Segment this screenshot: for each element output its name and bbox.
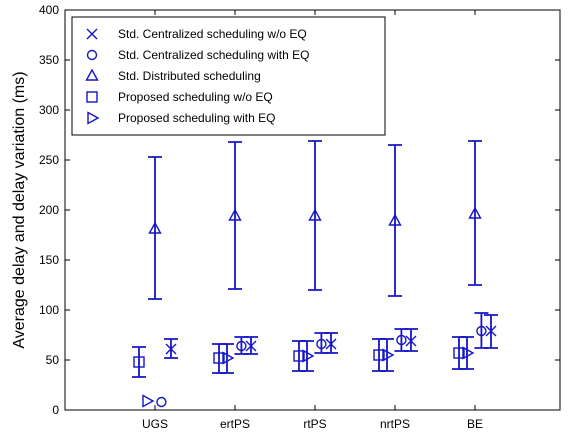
series-1: [156, 312, 489, 408]
data-point: [142, 394, 155, 408]
x-tick-label: ertPS: [220, 417, 250, 431]
error-bar: [308, 140, 322, 291]
data-point: [156, 396, 167, 408]
legend: Std. Centralized scheduling w/o EQ Std. C…: [71, 16, 386, 136]
data-point: [316, 338, 327, 350]
data-point: [325, 338, 337, 350]
error-bar: [300, 340, 314, 372]
x-tick-label: BE: [467, 417, 483, 431]
y-tick-label: 200: [39, 203, 59, 217]
x-tick-label: nrtPS: [380, 417, 410, 431]
data-point: [302, 349, 315, 363]
legend-marker: [85, 68, 99, 81]
series-4: [142, 336, 475, 408]
x-axis: UGS ertPS rtPS nrtPS BE: [142, 10, 483, 431]
y-tick-label: 150: [39, 253, 59, 267]
legend-label: Proposed scheduling with EQ: [118, 111, 275, 125]
data-point: [222, 351, 235, 365]
legend-box: [71, 16, 386, 136]
error-bar: [388, 144, 402, 297]
error-bar: [148, 156, 162, 300]
error-bar: [132, 346, 146, 378]
data-point: [373, 349, 385, 361]
series-2: [148, 140, 482, 300]
error-bar: [380, 338, 394, 372]
legend-item: Std. Distributed scheduling: [85, 68, 261, 83]
data-point: [468, 206, 482, 219]
series-0: [164, 314, 498, 359]
legend-label: Proposed scheduling w/o EQ: [118, 90, 273, 104]
error-bar: [460, 336, 474, 370]
error-bar: [220, 343, 234, 374]
legend-label: Std. Centralized scheduling with EQ: [118, 48, 309, 62]
legend-label: Std. Distributed scheduling: [118, 69, 261, 83]
legend-item: Proposed scheduling with EQ: [87, 111, 275, 125]
error-bar: [468, 140, 482, 286]
legend-marker: [86, 49, 98, 61]
data-point: [476, 325, 487, 337]
data-point: [382, 348, 395, 362]
data-point: [236, 340, 247, 352]
y-tick-label: 400: [39, 3, 59, 17]
data-point: [213, 352, 225, 364]
data-point: [245, 340, 257, 352]
legend-marker: [86, 91, 98, 103]
data-point: [388, 213, 402, 226]
data-point: [462, 346, 475, 360]
y-tick-label: 0: [52, 403, 59, 417]
error-bar: [314, 332, 329, 354]
y-tick-label: 50: [46, 353, 60, 367]
error-bar: [228, 141, 242, 290]
data-point: [165, 343, 177, 355]
y-axis-title: Average delay and delay variation (ms): [11, 71, 28, 348]
legend-label: Std. Centralized scheduling w/o EQ: [118, 27, 307, 41]
data-point: [453, 347, 465, 359]
legend-item: Std. Centralized scheduling w/o EQ: [86, 27, 307, 41]
data-point: [396, 334, 407, 346]
y-tick-label: 350: [39, 53, 59, 67]
legend-item: Std. Centralized scheduling with EQ: [86, 48, 309, 62]
y-tick-label: 100: [39, 303, 59, 317]
data-point: [485, 325, 497, 337]
y-tick-label: 250: [39, 153, 59, 167]
legend-marker: [87, 111, 100, 125]
series-layer: [132, 140, 498, 408]
y-tick-label: 300: [39, 103, 59, 117]
x-tick-label: rtPS: [303, 417, 326, 431]
data-point: [308, 208, 322, 221]
data-point: [228, 208, 242, 221]
error-bar: [394, 328, 409, 352]
data-point: [133, 356, 145, 368]
data-point: [293, 350, 305, 362]
data-point: [148, 221, 162, 234]
legend-marker: [86, 28, 98, 40]
error-bar: [474, 312, 489, 349]
x-tick-label: UGS: [142, 417, 168, 431]
y-axis: 0 50 100 150 200 250 300 350 400: [39, 3, 560, 417]
legend-item: Proposed scheduling w/o EQ: [86, 90, 273, 104]
data-point: [405, 335, 417, 347]
